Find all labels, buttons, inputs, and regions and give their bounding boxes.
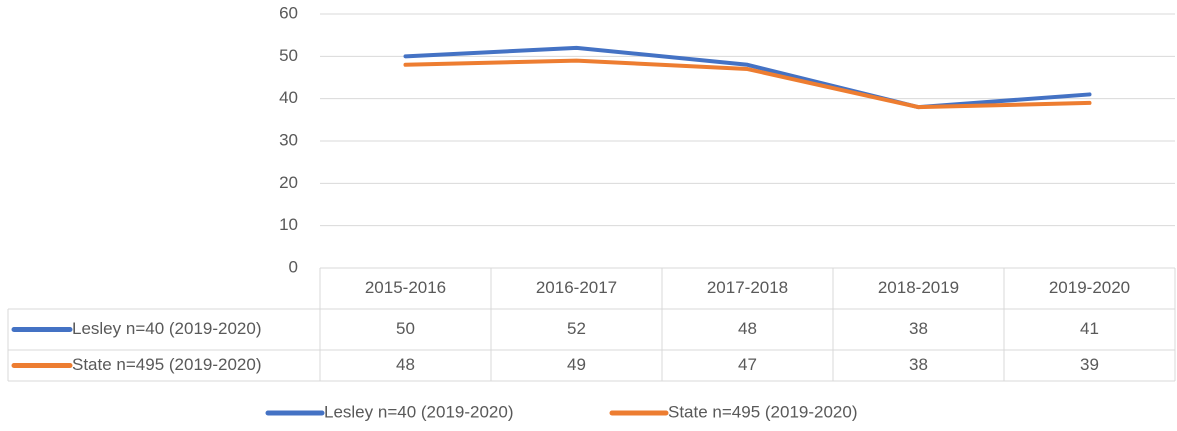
table-series-name: State n=495 (2019-2020) — [72, 355, 262, 374]
table-value: 48 — [738, 319, 757, 338]
table-value: 38 — [909, 355, 928, 374]
x-tick-label: 2019-2020 — [1049, 278, 1130, 297]
table-value: 48 — [396, 355, 415, 374]
table-value: 52 — [567, 319, 586, 338]
legend-label: State n=495 (2019-2020) — [668, 402, 858, 421]
x-tick-label: 2018-2019 — [878, 278, 959, 297]
table-value: 49 — [567, 355, 586, 374]
series-line — [403, 58, 1092, 110]
y-tick-label: 40 — [279, 88, 298, 107]
table-value: 47 — [738, 355, 757, 374]
table-value: 38 — [909, 319, 928, 338]
x-tick-label: 2015-2016 — [365, 278, 446, 297]
y-tick-label: 60 — [279, 3, 298, 22]
y-tick-label: 20 — [279, 173, 298, 192]
y-tick-label: 50 — [279, 46, 298, 65]
y-tick-label: 10 — [279, 215, 298, 234]
y-tick-label: 0 — [289, 257, 298, 276]
y-tick-label: 30 — [279, 130, 298, 149]
table-value: 39 — [1080, 355, 1099, 374]
table-value: 41 — [1080, 319, 1099, 338]
legend-label: Lesley n=40 (2019-2020) — [324, 402, 514, 421]
x-tick-label: 2016-2017 — [536, 278, 617, 297]
series-line — [403, 45, 1092, 110]
table-series-name: Lesley n=40 (2019-2020) — [72, 319, 262, 338]
x-tick-label: 2017-2018 — [707, 278, 788, 297]
table-value: 50 — [396, 319, 415, 338]
